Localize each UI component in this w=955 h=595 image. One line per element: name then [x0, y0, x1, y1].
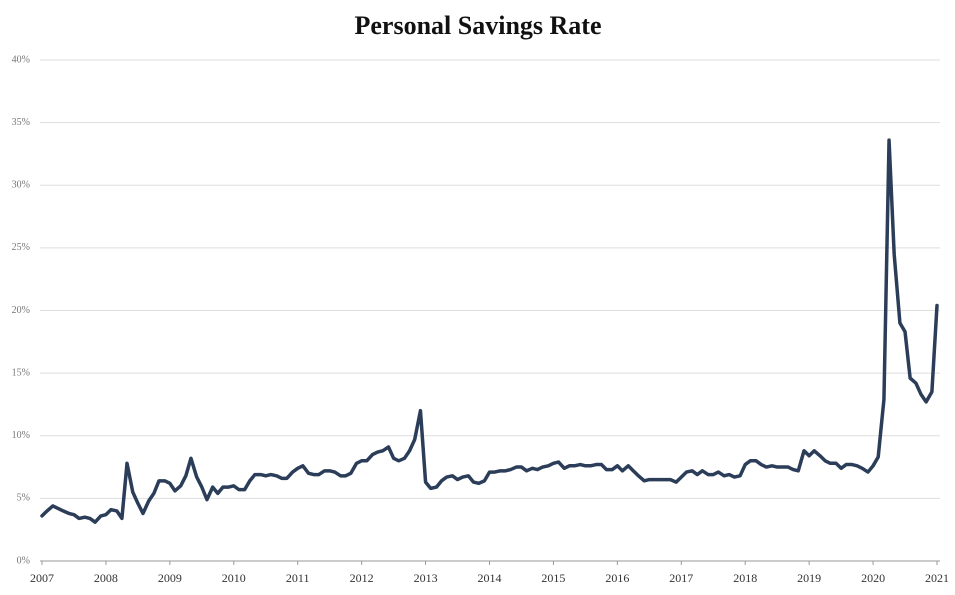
x-tick-label: 2007: [30, 571, 54, 585]
y-tick-label: 30%: [12, 180, 30, 191]
y-tick-label: 5%: [17, 493, 30, 504]
x-tick-label: 2012: [350, 571, 374, 585]
x-tick-label: 2011: [286, 571, 310, 585]
x-tick-label: 2017: [669, 571, 693, 585]
x-tick-label: 2013: [414, 571, 438, 585]
y-tick-label: 15%: [12, 367, 30, 378]
y-tick-label: 25%: [12, 242, 30, 253]
x-tick-label: 2018: [733, 571, 757, 585]
y-tick-label: 40%: [12, 54, 30, 65]
x-tick-label: 2014: [478, 571, 502, 585]
line-series: [40, 138, 939, 524]
x-tick-label: 2016: [605, 571, 629, 585]
x-tick-label: 2015: [541, 571, 565, 585]
y-tick-label: 35%: [12, 117, 30, 128]
y-tick-label: 10%: [12, 430, 30, 441]
x-tick-label: 2010: [222, 571, 246, 585]
x-tick-label: 2009: [158, 571, 182, 585]
x-tick-label: 2021: [925, 571, 949, 585]
y-tick-label: 0%: [17, 555, 30, 566]
chart-title: Personal Savings Rate: [355, 11, 602, 40]
x-tick-label: 2020: [861, 571, 885, 585]
x-tick-label: 2019: [797, 571, 821, 585]
x-tick-label: 2008: [94, 571, 118, 585]
y-tick-label: 20%: [12, 305, 30, 316]
